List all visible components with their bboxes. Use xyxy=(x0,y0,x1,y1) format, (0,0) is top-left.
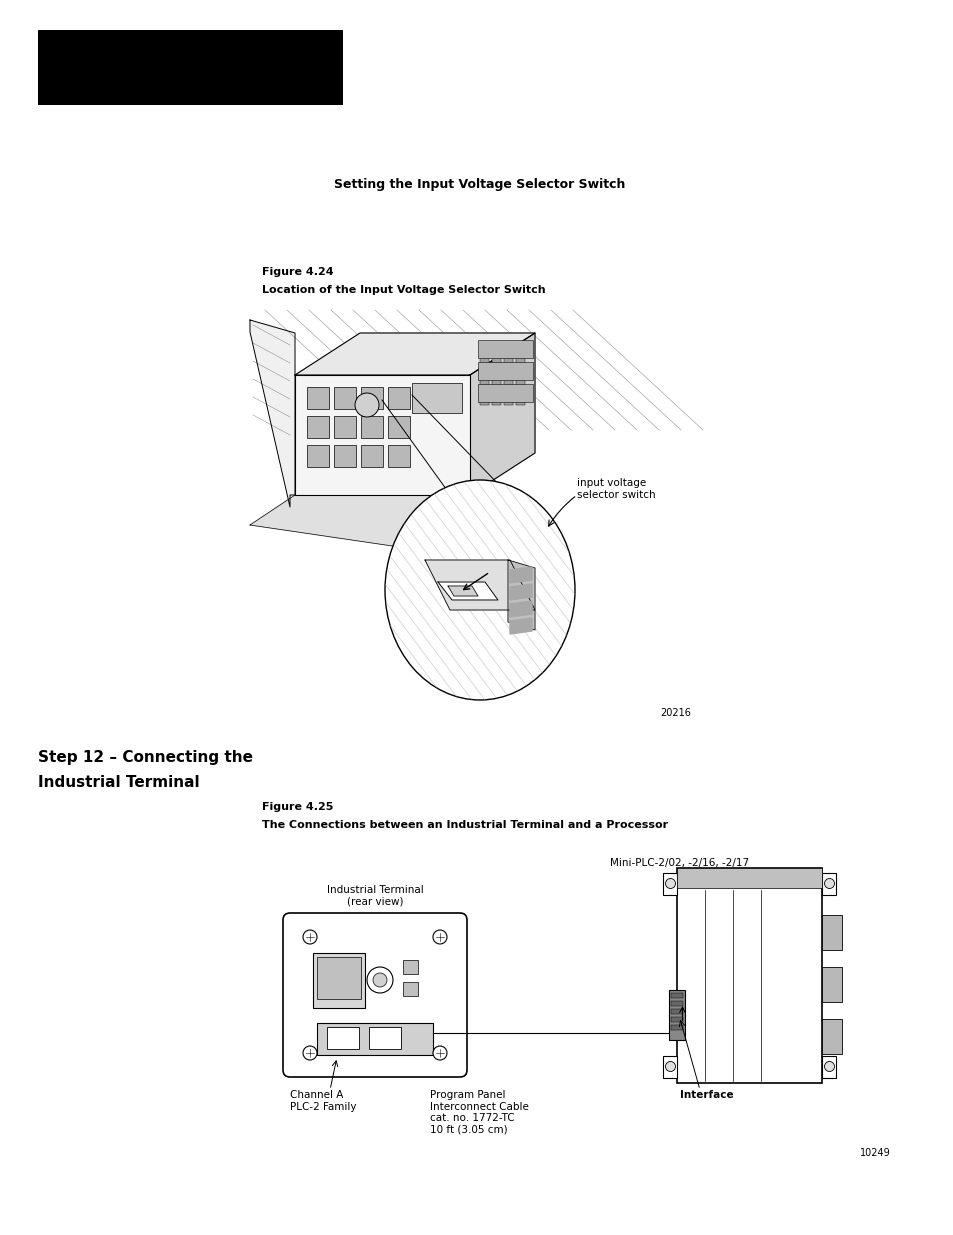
Circle shape xyxy=(373,973,387,987)
Bar xyxy=(677,867,821,1083)
Text: 20216: 20216 xyxy=(659,708,690,718)
Polygon shape xyxy=(424,559,535,610)
Bar xyxy=(307,445,329,467)
Polygon shape xyxy=(470,333,535,495)
Text: 10249: 10249 xyxy=(859,1149,890,1158)
Bar xyxy=(503,350,513,405)
Bar xyxy=(294,375,470,495)
Bar xyxy=(360,387,382,409)
Bar xyxy=(388,445,410,467)
Bar xyxy=(662,872,677,894)
Circle shape xyxy=(433,1046,447,1060)
Bar xyxy=(307,387,329,409)
Bar xyxy=(316,957,360,999)
Polygon shape xyxy=(448,585,477,597)
Bar xyxy=(334,416,355,438)
Bar xyxy=(334,387,355,409)
Circle shape xyxy=(367,967,393,993)
Text: The Connections between an Industrial Terminal and a Processor: The Connections between an Industrial Te… xyxy=(262,820,667,830)
Text: Programmable Controller: Programmable Controller xyxy=(48,82,179,91)
Bar xyxy=(662,1056,677,1077)
Text: Figure 4.24: Figure 4.24 xyxy=(262,267,334,277)
Bar xyxy=(412,383,461,412)
Text: input voltage
selector switch: input voltage selector switch xyxy=(577,478,655,500)
Text: Channel A
PLC-2 Family: Channel A PLC-2 Family xyxy=(290,1091,356,1112)
Polygon shape xyxy=(250,320,294,508)
Text: Installing Your: Installing Your xyxy=(48,64,121,74)
Circle shape xyxy=(433,930,447,944)
Polygon shape xyxy=(510,584,532,600)
Text: Industrial Terminal
(rear view): Industrial Terminal (rear view) xyxy=(326,885,423,906)
Bar xyxy=(38,30,343,105)
Bar xyxy=(671,1009,682,1014)
Bar xyxy=(671,993,682,998)
Bar xyxy=(402,982,417,995)
Text: Chapter 4: Chapter 4 xyxy=(48,46,106,56)
Text: Setting the Input Voltage Selector Switch: Setting the Input Voltage Selector Switc… xyxy=(334,178,625,191)
Circle shape xyxy=(665,1062,675,1072)
Circle shape xyxy=(303,930,316,944)
Polygon shape xyxy=(510,601,532,618)
Bar xyxy=(388,416,410,438)
Bar xyxy=(821,967,841,1002)
Bar xyxy=(388,387,410,409)
Text: Location of the Input Voltage Selector Switch: Location of the Input Voltage Selector S… xyxy=(262,285,545,295)
Bar xyxy=(477,384,533,403)
Circle shape xyxy=(303,1046,316,1060)
Polygon shape xyxy=(510,618,532,634)
Bar xyxy=(402,960,417,974)
Bar xyxy=(677,867,821,888)
Bar xyxy=(327,1028,358,1049)
Bar xyxy=(360,416,382,438)
Bar xyxy=(334,445,355,467)
Bar xyxy=(516,351,524,405)
Bar xyxy=(821,872,836,894)
Text: Mini-PLC-2/02, -2/16, -2/17: Mini-PLC-2/02, -2/16, -2/17 xyxy=(610,858,749,868)
Bar xyxy=(492,347,500,405)
Bar xyxy=(307,416,329,438)
Bar xyxy=(669,990,685,1040)
Bar xyxy=(477,362,533,380)
Bar xyxy=(479,345,489,405)
Bar xyxy=(671,1002,682,1007)
Circle shape xyxy=(355,393,378,417)
Circle shape xyxy=(823,878,834,888)
Polygon shape xyxy=(250,495,535,567)
Bar xyxy=(477,340,533,358)
Polygon shape xyxy=(294,333,535,375)
Bar xyxy=(316,1023,433,1055)
Text: Program Panel
Interconnect Cable
cat. no. 1772-TC
10 ft (3.05 cm): Program Panel Interconnect Cable cat. no… xyxy=(430,1091,528,1135)
Ellipse shape xyxy=(385,480,575,700)
Text: Figure 4.25: Figure 4.25 xyxy=(262,802,333,811)
Bar xyxy=(821,1056,836,1077)
Bar xyxy=(360,445,382,467)
Bar xyxy=(821,1019,841,1053)
Circle shape xyxy=(665,878,675,888)
Bar xyxy=(313,953,365,1008)
Bar xyxy=(671,1016,682,1023)
Circle shape xyxy=(823,1062,834,1072)
Text: Interface: Interface xyxy=(679,1091,733,1100)
Text: Industrial Terminal: Industrial Terminal xyxy=(38,776,199,790)
Bar xyxy=(369,1028,400,1049)
Bar xyxy=(671,1025,682,1030)
Text: Step 12 – Connecting the: Step 12 – Connecting the xyxy=(38,750,253,764)
Polygon shape xyxy=(510,567,532,583)
Bar xyxy=(821,915,841,950)
Polygon shape xyxy=(437,582,497,600)
FancyBboxPatch shape xyxy=(283,913,467,1077)
Polygon shape xyxy=(507,559,535,630)
